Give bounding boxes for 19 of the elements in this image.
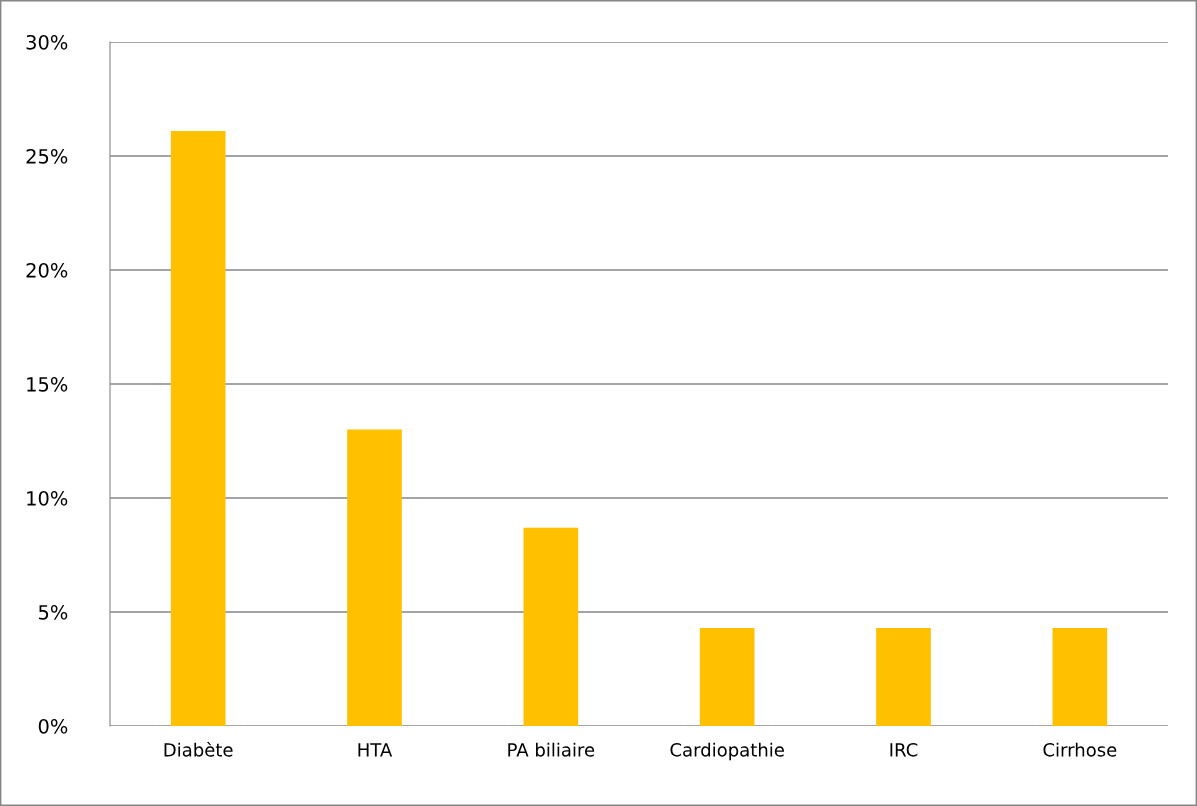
bar xyxy=(170,130,226,726)
y-tick-label: 30% xyxy=(26,34,68,50)
y-tick-label: 0% xyxy=(38,718,68,734)
bar xyxy=(523,527,579,726)
y-tick-label: 15% xyxy=(27,376,68,392)
y-tick-label: 10% xyxy=(27,490,68,506)
bar xyxy=(699,627,755,726)
bar xyxy=(347,429,402,726)
y-tick-label: 5% xyxy=(38,604,68,620)
bar xyxy=(876,627,931,726)
x-tick-label: Diabète xyxy=(164,741,233,757)
x-tick-label: Cirrhose xyxy=(1043,742,1117,757)
y-tick-label: 20% xyxy=(26,262,68,278)
x-tick-label: PA biliaire xyxy=(508,742,595,757)
x-tick-label: IRC xyxy=(890,742,918,757)
x-tick-label: Cardiopathie xyxy=(670,742,784,761)
y-tick-label: 25% xyxy=(26,148,68,164)
x-tick-label: HTA xyxy=(358,743,393,757)
bar xyxy=(1052,627,1108,726)
